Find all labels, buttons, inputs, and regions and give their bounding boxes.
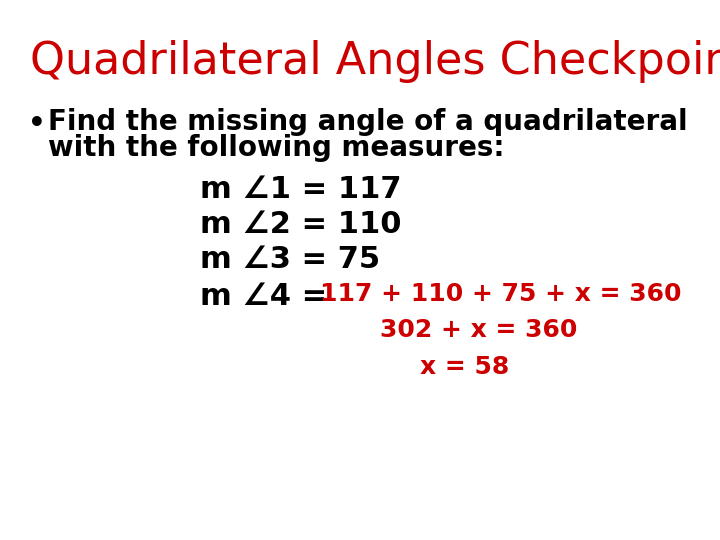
Text: m ∠1 = 117: m ∠1 = 117 <box>200 175 402 204</box>
Text: •: • <box>28 110 46 138</box>
Text: Find the missing angle of a quadrilateral: Find the missing angle of a quadrilatera… <box>48 108 688 136</box>
Text: m ∠3 = 75: m ∠3 = 75 <box>200 245 380 274</box>
Text: 302 + x = 360: 302 + x = 360 <box>380 318 577 342</box>
Text: m ∠4 =: m ∠4 = <box>200 282 338 311</box>
Text: x = 58: x = 58 <box>420 355 509 379</box>
Text: Quadrilateral Angles Checkpoint: Quadrilateral Angles Checkpoint <box>30 40 720 83</box>
Text: 117 + 110 + 75 + x = 360: 117 + 110 + 75 + x = 360 <box>320 282 682 306</box>
Text: with the following measures:: with the following measures: <box>48 134 505 162</box>
Text: m ∠2 = 110: m ∠2 = 110 <box>200 210 402 239</box>
